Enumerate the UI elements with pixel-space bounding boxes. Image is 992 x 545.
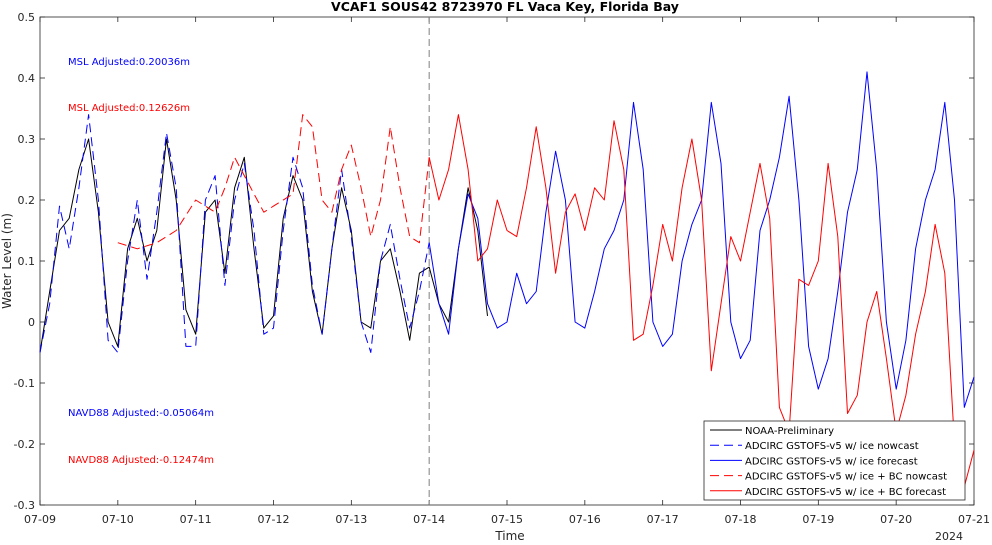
x-tick-label: 07-13 [335,513,367,526]
series-line-1 [39,138,488,353]
legend: NOAA-Preliminary ADCIRC GSTOFS-v5 w/ ice … [703,420,966,501]
x-tick-label: 07-09 [24,513,56,526]
x-tick-label: 07-18 [725,513,757,526]
annotation-3: NAVD88 Adjusted:-0.05064m [68,408,214,419]
legend-label: ADCIRC GSTOFS-v5 w/ ice + BC forecast [745,487,946,498]
series-line-5 [428,114,975,488]
series-line-2 [39,114,430,353]
y-tick-label: 0.4 [18,72,36,85]
x-tick-label: 07-11 [180,513,212,526]
x-tick-label: 07-17 [647,513,679,526]
series-layer [39,71,975,488]
x-axis: 07-09 07-10 07-11 07-12 07-13 07-14 07-15 07-16… [24,17,990,526]
y-tick-label: 0.2 [18,194,36,207]
series-line-4 [117,114,430,250]
series-line-3 [428,71,975,408]
y-tick-label: 0.3 [18,133,36,146]
x-tick-label: 07-19 [802,513,834,526]
x-tick-label: 07-12 [258,513,290,526]
x-tick-label: 07-15 [491,513,523,526]
legend-label: ADCIRC GSTOFS-v5 w/ ice forecast [745,456,918,467]
annotation-2: MSL Adjusted:0.12626m [68,103,190,114]
y-tick-label: 0 [28,316,35,329]
y-axis-label: Water Level (m) [0,213,14,309]
legend-label: NOAA-Preliminary [745,426,834,437]
x-axis-label: Time [494,529,524,541]
annotation-layer: MSL Adjusted:0.20036m MSL Adjusted:0.1262… [68,57,214,466]
x-tick-label: 07-14 [413,513,445,526]
y-tick-label: -0.2 [14,438,35,451]
x-tick-label: 07-16 [569,513,601,526]
x-tick-label: 07-20 [880,513,912,526]
legend-label: ADCIRC GSTOFS-v5 w/ ice nowcast [745,441,919,452]
chart-title: VCAF1 SOUS42 8723970 FL Vaca Key, Florid… [331,0,679,14]
year-label: 2024 [935,530,963,541]
x-tick-label: 07-10 [102,513,134,526]
y-tick-label: -0.3 [14,499,35,512]
legend-box [703,420,966,501]
y-axis: -0.3 -0.2 -0.1 0 0.1 0.2 0.3 0.4 0.5 [14,11,974,512]
y-tick-label: 0.5 [18,11,36,24]
x-tick-label: 07-21 [958,513,990,526]
legend-label: ADCIRC GSTOFS-v5 w/ ice + BC nowcast [745,472,947,483]
annotation-1: MSL Adjusted:0.20036m [68,57,190,68]
y-tick-label: 0.1 [18,255,36,268]
annotation-4: NAVD88 Adjusted:-0.12474m [68,455,214,466]
y-tick-label: -0.1 [14,377,35,390]
